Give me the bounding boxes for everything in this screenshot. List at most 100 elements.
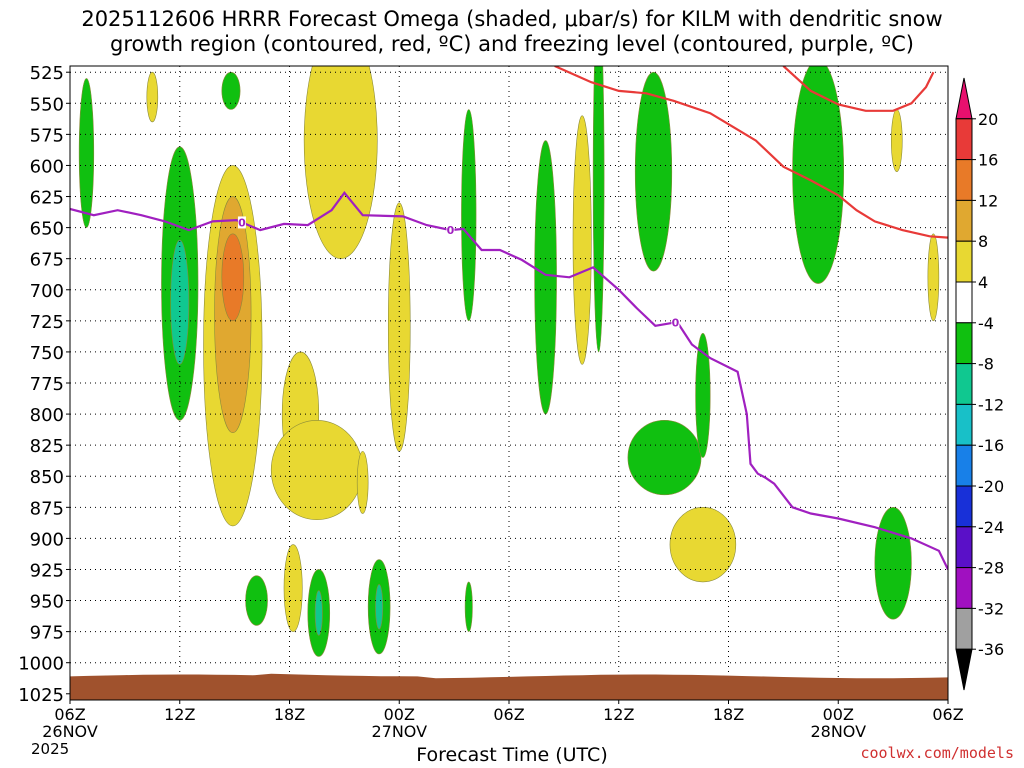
omega-region-21 xyxy=(534,140,557,415)
omega-region-29 xyxy=(890,109,903,172)
freezing-level-label-0: 0 xyxy=(238,216,246,229)
colorbar-segment-1 xyxy=(955,118,973,161)
x-tick-label-24: 06Z xyxy=(493,705,524,724)
x-tick-label-30: 12Z xyxy=(603,705,634,724)
colorbar-label-9: -20 xyxy=(978,477,1004,496)
omega-region-20 xyxy=(464,581,473,632)
colorbar-segment-6 xyxy=(955,322,973,365)
y-tick-label-800: 800 xyxy=(30,405,64,426)
x-tick-label-0: 06Z xyxy=(54,705,85,724)
omega-region-25 xyxy=(627,419,702,496)
omega-region-10 xyxy=(270,419,363,521)
colorbar-segment-5 xyxy=(955,281,973,324)
colorbar-segment-10 xyxy=(955,485,973,528)
y-tick-label-825: 825 xyxy=(30,436,64,457)
dendritic-growth-contour xyxy=(554,66,948,239)
omega-region-27 xyxy=(669,507,737,583)
omega-region-13 xyxy=(387,202,411,452)
colorbar-label-0: 20 xyxy=(978,110,998,129)
colorbar-label-11: -28 xyxy=(978,559,1004,578)
colorbar-label-2: 12 xyxy=(978,191,998,210)
chart-title-line1: 2025112606 HRRR Forecast Omega (shaded, … xyxy=(81,7,943,31)
shaded-omega-layer xyxy=(78,66,940,657)
y-tick-label-1025: 1025 xyxy=(18,685,64,706)
y-tick-label-625: 625 xyxy=(30,188,64,209)
x-date-label-18: 27NOV xyxy=(371,722,427,741)
x-date-label-0: 26NOV xyxy=(42,722,98,741)
omega-region-6 xyxy=(221,233,245,322)
y-tick-label-875: 875 xyxy=(30,498,64,519)
colorbar-segment-3 xyxy=(955,199,973,242)
omega-region-26 xyxy=(695,332,711,458)
colorbar-segment-2 xyxy=(955,159,973,201)
colorbar-label-6: -8 xyxy=(978,355,994,374)
omega-region-22 xyxy=(572,115,592,365)
colorbar-label-10: -24 xyxy=(978,518,1004,537)
y-tick-label-850: 850 xyxy=(30,467,64,488)
credit-link[interactable]: coolwx.com/models xyxy=(860,744,1014,762)
y-tick-label-600: 600 xyxy=(30,156,64,177)
x-tick-label-42: 00Z xyxy=(823,705,854,724)
x-tick-label-18: 00Z xyxy=(384,705,415,724)
colorbar-segment-9 xyxy=(955,444,973,487)
start-year-label: 2025 xyxy=(31,740,70,758)
colorbar-segment-11 xyxy=(955,526,973,569)
y-tick-label-700: 700 xyxy=(30,281,64,302)
omega-region-16 xyxy=(314,590,323,636)
freezing-label-bg-0 xyxy=(237,216,246,229)
y-tick-label-550: 550 xyxy=(30,94,64,115)
colorbar-segment-13 xyxy=(955,607,973,650)
chart-title-line2: growth region (contoured, red, ºC) and f… xyxy=(110,32,914,56)
freezing-level-contour xyxy=(70,191,948,570)
omega-region-11 xyxy=(283,544,303,632)
y-tick-label-950: 950 xyxy=(30,592,64,613)
y-tick-label-575: 575 xyxy=(30,125,64,146)
y-tick-label-775: 775 xyxy=(30,374,64,395)
x-tick-label-36: 18Z xyxy=(713,705,744,724)
x-tick-label-12: 18Z xyxy=(274,705,305,724)
colorbar-segment-4 xyxy=(955,240,973,283)
omega-region-23 xyxy=(592,66,605,353)
freezing-level-label-2: 0 xyxy=(672,316,680,329)
omega-region-3 xyxy=(221,71,241,110)
omega-region-2 xyxy=(170,239,190,365)
y-tick-label-900: 900 xyxy=(30,529,64,550)
colorbar-label-12: -32 xyxy=(978,599,1004,618)
omega-region-12 xyxy=(356,451,369,514)
colorbar-segment-8 xyxy=(955,403,973,446)
colorbar-bottom-arrow xyxy=(955,648,973,691)
omega-region-0 xyxy=(78,78,95,228)
dendritic-growth-contour-2 xyxy=(782,66,935,112)
colorbar-label-5: -4 xyxy=(978,314,994,333)
omega-region-19 xyxy=(461,109,477,322)
freezing-label-bg-1 xyxy=(446,224,455,237)
colorbar-label-1: 16 xyxy=(978,151,998,170)
y-tick-label-975: 975 xyxy=(30,623,64,644)
omega-region-14 xyxy=(245,575,268,626)
colorbar-label-13: -36 xyxy=(978,640,1004,659)
omega-region-18 xyxy=(375,584,384,630)
colorbar-label-7: -12 xyxy=(978,395,1004,414)
y-tick-label-1000: 1000 xyxy=(18,654,64,675)
colorbar-label-4: 4 xyxy=(978,273,988,292)
colorbar-label-8: -16 xyxy=(978,436,1004,455)
colorbar-label-3: 8 xyxy=(978,232,988,251)
omega-region-24 xyxy=(634,71,673,272)
y-tick-label-525: 525 xyxy=(30,63,64,84)
omega-region-8 xyxy=(303,66,378,259)
x-tick-label-48: 06Z xyxy=(932,705,963,724)
y-tick-label-675: 675 xyxy=(30,250,64,271)
y-tick-label-650: 650 xyxy=(30,219,64,240)
colorbar-segment-12 xyxy=(955,567,973,609)
omega-region-31 xyxy=(927,233,940,322)
freezing-label-bg-2 xyxy=(671,316,680,329)
y-tick-label-925: 925 xyxy=(30,560,64,581)
y-tick-label-725: 725 xyxy=(30,312,64,333)
omega-region-7 xyxy=(146,71,159,123)
x-axis-label: Forecast Time (UTC) xyxy=(416,744,608,766)
x-tick-label-6: 12Z xyxy=(164,705,195,724)
colorbar-segment-7 xyxy=(955,363,973,405)
omega-region-30 xyxy=(874,507,912,620)
freezing-level-label-1: 0 xyxy=(447,224,455,237)
